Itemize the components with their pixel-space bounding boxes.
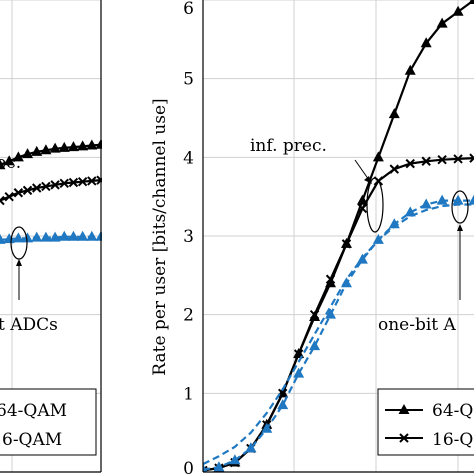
left-series-0-point-2 xyxy=(12,151,24,162)
right-y-tick-3: 3 xyxy=(183,227,194,247)
right-y-tick-5: 5 xyxy=(183,70,194,90)
right-series-0-point-16 xyxy=(452,5,464,16)
right-legend-entry-1: 64-Q xyxy=(432,401,473,421)
left-series-0-point-4 xyxy=(31,145,43,156)
right-series-2-point-14 xyxy=(420,198,432,209)
right-series-0-point-15 xyxy=(436,17,448,28)
right-series-2-point-0 xyxy=(203,463,208,472)
left-series-0-point-10 xyxy=(86,139,98,150)
right-series-1-point-5 xyxy=(277,388,288,399)
right-series-layer xyxy=(203,0,474,472)
right-series-2-point-13 xyxy=(404,206,416,217)
right-series-1-point-15 xyxy=(437,154,447,165)
right-series-1-point-12 xyxy=(389,164,400,174)
left-one-bit-label: t ADCs xyxy=(0,315,58,335)
left-series-1-point-10 xyxy=(87,176,97,186)
right-y-tick-labels: 0 1 2 3 4 5 6 xyxy=(183,0,194,474)
right-series-2-point-1 xyxy=(213,461,225,472)
right-one-bit-arrowhead xyxy=(457,224,463,231)
right-y-tick-2: 2 xyxy=(183,306,194,326)
left-one-bit-arrowhead xyxy=(16,259,22,266)
right-series-2-point-8 xyxy=(325,308,337,319)
right-legend-marker-2 xyxy=(399,433,409,443)
left-series-line-3 xyxy=(0,238,101,244)
left-series-1-point-5 xyxy=(41,181,51,192)
right-series-1-point-8 xyxy=(325,274,336,284)
left-series-0-point-11 xyxy=(95,138,102,149)
left-series-0-point-6 xyxy=(49,142,61,153)
left-series-1-point-8 xyxy=(68,177,79,188)
left-series-1-point-7 xyxy=(59,178,69,189)
right-series-1-point-14 xyxy=(421,156,431,166)
left-series-1-point-6 xyxy=(50,180,60,190)
right-y-tick-0: 0 xyxy=(183,459,194,474)
right-series-0-point-11 xyxy=(372,151,384,162)
right-inf-prec-arrowhead xyxy=(364,176,372,184)
right-legend-box xyxy=(377,388,474,456)
right-inf-prec-arrow xyxy=(354,159,370,181)
right-series-line-3 xyxy=(203,203,474,466)
right-y-tick-6: 6 xyxy=(183,0,194,19)
left-series-1-point-2 xyxy=(13,188,24,198)
right-y-tick-1: 1 xyxy=(183,384,194,404)
right-series-2-point-17 xyxy=(468,194,474,205)
left-series-layer xyxy=(0,138,102,244)
left-legend: 64-QAM 6-QAM xyxy=(0,388,97,456)
right-chart-panel: 0 1 2 3 4 5 6 Rate per user [bits/channel use]… xyxy=(150,0,474,474)
right-series-0-point-13 xyxy=(404,64,416,75)
right-series-2-point-2 xyxy=(229,454,241,465)
right-series-1-point-17 xyxy=(469,153,474,163)
left-series-0-point-7 xyxy=(58,141,70,152)
right-one-bit-label: one-bit A xyxy=(378,315,457,335)
right-series-2-point-6 xyxy=(293,367,305,378)
right-legend-entry-2: 16-Q xyxy=(432,430,473,450)
left-inf-prec-label: rec. xyxy=(0,153,21,173)
right-inf-prec-ellipse xyxy=(366,177,384,233)
right-series-1-point-16 xyxy=(453,154,463,164)
right-series-0-point-12 xyxy=(388,108,400,119)
left-series-1-point-9 xyxy=(77,177,88,187)
right-y-tick-4: 4 xyxy=(183,148,194,168)
left-legend-entry-1: 64-QAM xyxy=(0,401,67,421)
left-series-0-point-9 xyxy=(77,140,89,151)
right-series-1-point-13 xyxy=(405,158,415,169)
left-series-1-point-0 xyxy=(0,195,5,206)
right-one-bit-ellipse xyxy=(451,190,469,224)
right-series-2-point-5 xyxy=(277,399,289,410)
left-series-1-point-3 xyxy=(22,185,33,196)
right-series-0-point-14 xyxy=(420,37,432,48)
left-legend-box xyxy=(0,388,97,456)
right-series-1-point-7 xyxy=(309,309,320,320)
right-series-0-point-17 xyxy=(468,0,474,4)
left-series-0-point-0 xyxy=(0,159,6,170)
right-series-2-point-15 xyxy=(436,194,448,205)
right-legend: 64-Q 16-Q xyxy=(377,388,474,456)
right-series-1-point-0 xyxy=(203,465,208,472)
right-y-axis-label: Rate per user [bits/channel use] xyxy=(150,98,170,375)
right-series-2-point-7 xyxy=(309,340,321,351)
left-legend-entry-2: 6-QAM xyxy=(2,430,62,450)
right-series-1-point-9 xyxy=(341,239,352,249)
left-series-0-point-3 xyxy=(22,148,34,159)
left-series-0-point-5 xyxy=(40,144,52,155)
left-chart-panel: rec. t ADCs 64-QAM 6-QAM xyxy=(0,0,102,473)
right-series-1-point-10 xyxy=(357,203,368,214)
right-series-2-point-16 xyxy=(452,194,464,205)
left-series-1-point-1 xyxy=(4,191,14,202)
right-series-2-point-4 xyxy=(261,422,273,433)
left-series-0-point-1 xyxy=(3,155,15,166)
right-inf-prec-label: inf. prec. xyxy=(250,136,327,156)
left-series-0-point-8 xyxy=(67,141,79,152)
right-legend-marker-1 xyxy=(398,404,410,414)
right-series-2-point-3 xyxy=(245,442,257,453)
left-series-1-point-4 xyxy=(32,183,42,193)
